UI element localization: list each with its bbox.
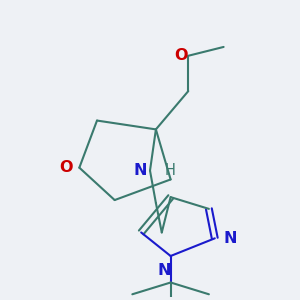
Text: O: O xyxy=(59,160,73,175)
Text: N: N xyxy=(134,163,147,178)
Text: N: N xyxy=(158,263,172,278)
Text: O: O xyxy=(174,48,188,63)
Text: H: H xyxy=(165,163,176,178)
Text: N: N xyxy=(224,231,237,246)
